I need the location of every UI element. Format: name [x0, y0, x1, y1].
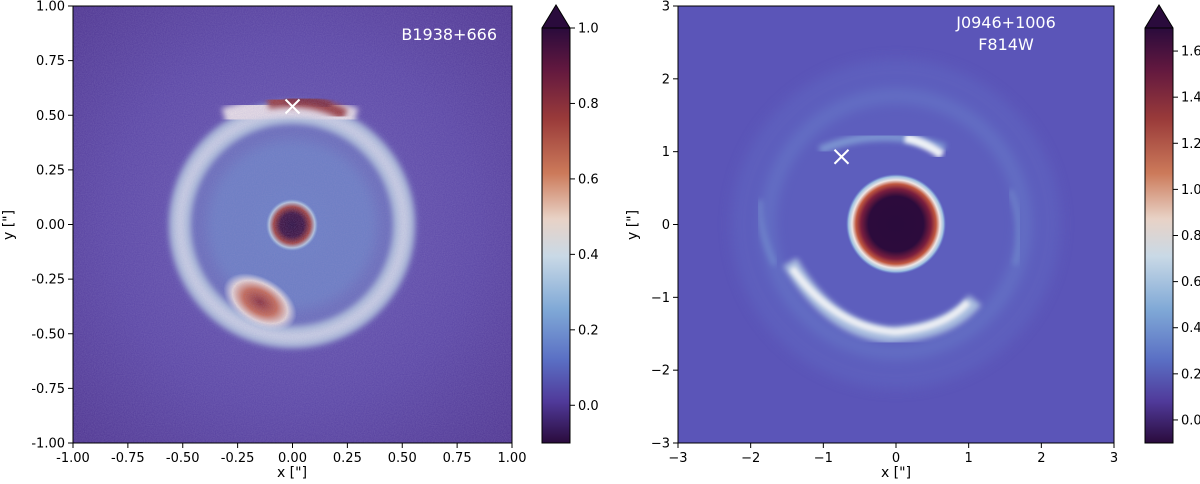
x-tick-label: 1: [965, 451, 973, 466]
x-tick-label: -0.25: [221, 451, 255, 466]
colorbar-tick-label: 0.4: [578, 248, 599, 263]
x-tick-label: 1.00: [498, 451, 527, 466]
right-colorbar: [1144, 4, 1174, 444]
colorbar-tick-label: 0.4: [1181, 321, 1200, 336]
left-image-label: B1938+666: [401, 25, 497, 44]
colorbar-tick-label: 0.0: [578, 399, 599, 414]
x-tick-label: 0.00: [278, 451, 307, 466]
right-axis-ticks: −3 −2 −1 0 1 2 3 3 2 1 0 −1 −2 −3: [651, 0, 1118, 466]
left-cross-marker: [284, 98, 301, 115]
x-tick-label: -1.00: [56, 451, 90, 466]
x-tick-label: 0: [892, 451, 900, 466]
y-tick-label: -0.75: [31, 382, 65, 397]
colorbar-tick-label: 0.2: [1181, 367, 1200, 382]
right-x-axis-label: x ["]: [881, 465, 911, 481]
left-x-axis-label: x ["]: [277, 465, 307, 481]
x-tick-label: −2: [741, 451, 760, 466]
right-y-axis-label: y ["]: [625, 210, 641, 240]
colorbar-tick-label: 0.8: [1181, 229, 1200, 244]
right-image-label-1: J0946+1006: [955, 13, 1056, 32]
right-cross-marker: [833, 149, 850, 165]
y-tick-label: -0.25: [31, 273, 65, 288]
y-tick-label: −3: [651, 437, 670, 452]
x-tick-label: 2: [1037, 451, 1045, 466]
left-image: [73, 6, 512, 443]
y-tick-label: 3: [662, 0, 670, 15]
y-tick-label: −2: [651, 364, 670, 379]
y-tick-label: -1.00: [31, 437, 65, 452]
left-axis-ticks: -1.00 -0.75 -0.50 -0.25 0.00 0.25 0.50 0.75 1.00…: [31, 0, 526, 466]
y-tick-label: 1: [662, 145, 670, 160]
y-tick-label: -0.50: [31, 327, 65, 342]
left-colorbar-ticks: 1.0 0.8 0.6 0.4 0.2 0.0: [570, 22, 599, 414]
colorbar-tick-label: 1.4: [1181, 91, 1200, 106]
x-tick-label: −1: [814, 451, 833, 466]
left-colorbar: [541, 4, 571, 444]
right-image: [678, 6, 1114, 443]
x-tick-label: 0.75: [443, 451, 472, 466]
y-tick-label: −1: [651, 291, 670, 306]
y-tick-label: 0: [662, 218, 670, 233]
x-tick-label: 3: [1110, 451, 1118, 466]
y-tick-label: 0.50: [36, 109, 65, 124]
x-tick-label: 0.25: [333, 451, 362, 466]
right-image-label-2: F814W: [978, 35, 1034, 54]
x-tick-label: 0.50: [388, 451, 417, 466]
x-tick-label: −3: [668, 451, 687, 466]
y-tick-label: 0.75: [36, 54, 65, 69]
colorbar-tick-label: 0.8: [578, 97, 599, 112]
y-tick-label: 0.25: [36, 163, 65, 178]
colorbar-tick-label: 1.2: [1181, 137, 1200, 152]
colorbar-tick-label: 0.6: [1181, 275, 1200, 290]
y-tick-label: 1.00: [36, 0, 65, 15]
right-colorbar-ticks: 1.6 1.4 1.2 1.0 0.8 0.6 0.4 0.2 0.0: [1173, 45, 1200, 428]
colorbar-tick-label: 0.2: [578, 323, 599, 338]
colorbar-tick-label: 1.0: [1181, 183, 1200, 198]
left-y-axis-label: y ["]: [1, 210, 17, 240]
colorbar-tick-label: 1.6: [1181, 45, 1200, 60]
y-tick-label: 2: [662, 72, 670, 87]
y-tick-label: 0.00: [36, 218, 65, 233]
x-tick-label: -0.75: [111, 451, 145, 466]
x-tick-label: -0.50: [166, 451, 200, 466]
colorbar-tick-label: 0.0: [1181, 413, 1200, 428]
colorbar-tick-label: 0.6: [578, 172, 599, 187]
colorbar-tick-label: 1.0: [578, 22, 599, 37]
